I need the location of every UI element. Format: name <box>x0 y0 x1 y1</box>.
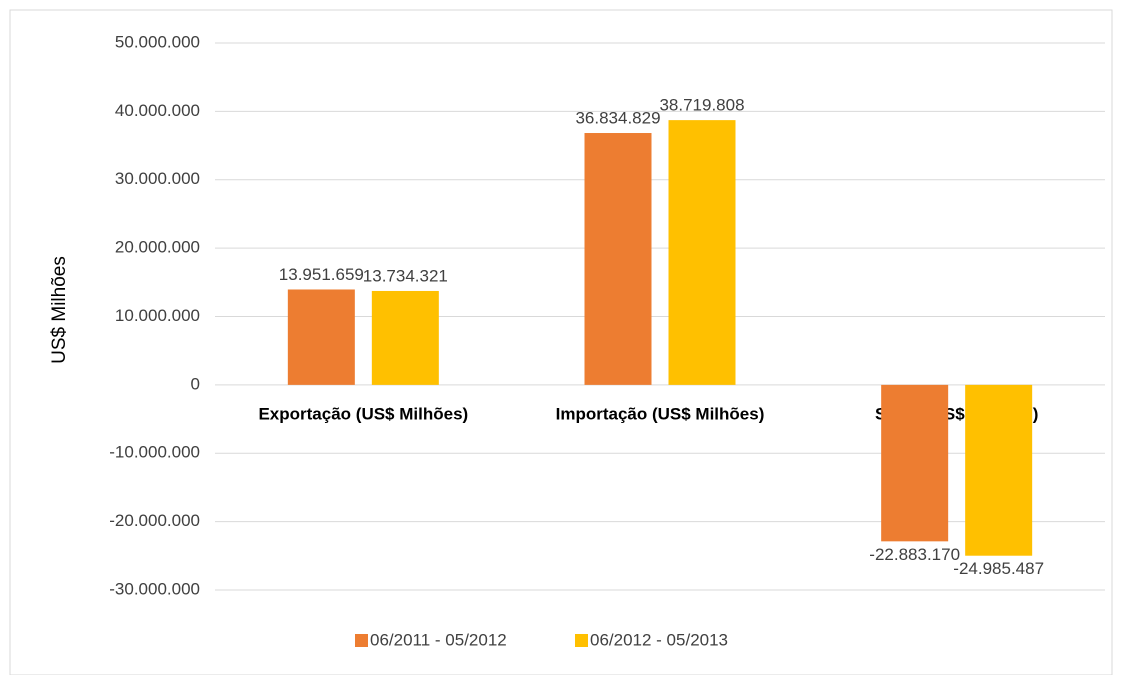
y-axis-title: US$ Milhões <box>49 256 70 364</box>
bar <box>371 290 439 385</box>
data-label: -22.883.170 <box>869 545 960 564</box>
data-label: 13.951.659 <box>279 265 364 284</box>
data-label: 13.734.321 <box>363 266 448 285</box>
bar <box>584 133 652 385</box>
data-label: -24.985.487 <box>953 559 1044 578</box>
y-tick-label: -30.000.000 <box>109 579 200 598</box>
bar <box>881 384 949 542</box>
y-tick-label: 20.000.000 <box>115 238 200 257</box>
y-tick-label: 40.000.000 <box>115 101 200 120</box>
bar <box>965 384 1033 556</box>
data-label: 38.719.808 <box>659 96 744 115</box>
legend-label: 06/2011 - 05/2012 <box>370 630 507 649</box>
x-tick-label: Importação (US$ Milhões) <box>556 404 765 423</box>
bar <box>668 120 736 385</box>
y-tick-label: -10.000.000 <box>109 443 200 462</box>
data-label: 36.834.829 <box>575 109 660 128</box>
legend-label: 06/2012 - 05/2013 <box>590 630 728 649</box>
bar <box>287 289 355 385</box>
y-tick-label: 10.000.000 <box>115 306 200 325</box>
x-tick-label: Exportação (US$ Milhões) <box>258 404 468 423</box>
y-tick-label: 50.000.000 <box>115 32 200 51</box>
y-tick-label: 0 <box>191 374 200 393</box>
chart-border <box>9 9 1113 675</box>
legend-swatch <box>575 634 588 647</box>
legend-swatch <box>355 634 368 647</box>
y-tick-label: -20.000.000 <box>109 511 200 530</box>
y-tick-label: 30.000.000 <box>115 169 200 188</box>
